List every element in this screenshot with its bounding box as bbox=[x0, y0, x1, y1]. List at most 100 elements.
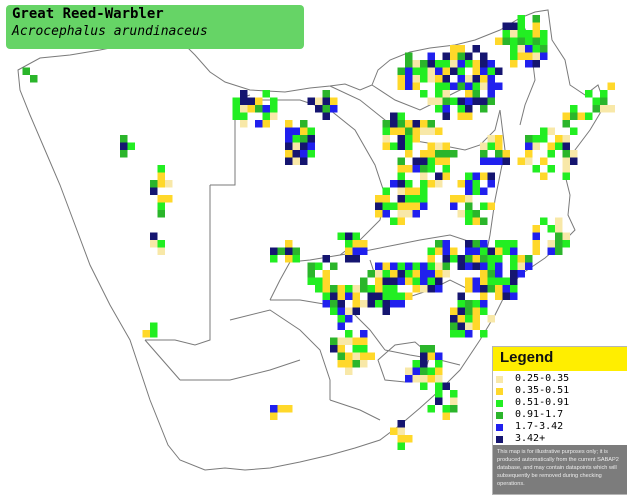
occurrence-cell bbox=[352, 232, 360, 240]
occurrence-cell bbox=[457, 315, 465, 323]
occurrence-cell bbox=[412, 262, 420, 270]
occurrence-cell bbox=[255, 105, 263, 113]
occurrence-cell bbox=[450, 195, 458, 203]
occurrence-cell bbox=[450, 202, 458, 210]
occurrence-cell bbox=[285, 150, 293, 158]
occurrence-cell bbox=[240, 120, 248, 128]
occurrence-cell bbox=[480, 330, 488, 338]
occurrence-cell bbox=[480, 262, 488, 270]
occurrence-cell bbox=[465, 300, 473, 308]
occurrence-cell bbox=[412, 127, 420, 135]
occurrence-cell bbox=[442, 112, 450, 120]
occurrence-cell bbox=[420, 360, 428, 368]
occurrence-cell bbox=[285, 240, 293, 248]
occurrence-cell bbox=[465, 255, 473, 263]
occurrence-cell bbox=[532, 60, 540, 68]
occurrence-cell bbox=[457, 262, 465, 270]
occurrence-cell bbox=[292, 247, 300, 255]
occurrence-cell bbox=[307, 97, 315, 105]
occurrence-cell bbox=[427, 120, 435, 128]
occurrence-cell bbox=[397, 67, 405, 75]
occurrence-cell bbox=[495, 240, 503, 248]
occurrence-cell bbox=[427, 127, 435, 135]
occurrence-cell bbox=[450, 97, 458, 105]
occurrence-cell bbox=[420, 120, 428, 128]
occurrence-cell bbox=[427, 352, 435, 360]
occurrence-cell bbox=[352, 247, 360, 255]
occurrence-cell bbox=[510, 285, 518, 293]
occurrence-cell bbox=[420, 187, 428, 195]
occurrence-cell bbox=[472, 75, 480, 83]
occurrence-cell bbox=[382, 210, 390, 218]
occurrence-cell bbox=[457, 322, 465, 330]
occurrence-cell bbox=[442, 90, 450, 98]
occurrence-cell bbox=[405, 292, 413, 300]
occurrence-cell bbox=[487, 270, 495, 278]
occurrence-cell bbox=[487, 135, 495, 143]
occurrence-cell bbox=[300, 127, 308, 135]
occurrence-cell bbox=[465, 90, 473, 98]
occurrence-cell bbox=[480, 255, 488, 263]
occurrence-cell bbox=[307, 135, 315, 143]
occurrence-cell bbox=[450, 307, 458, 315]
occurrence-cell bbox=[510, 60, 518, 68]
occurrence-cell bbox=[465, 247, 473, 255]
occurrence-cell bbox=[435, 67, 443, 75]
occurrence-cell bbox=[487, 67, 495, 75]
occurrence-cell bbox=[457, 82, 465, 90]
occurrence-cell bbox=[405, 52, 413, 60]
occurrence-cell bbox=[405, 195, 413, 203]
occurrence-cell bbox=[337, 337, 345, 345]
occurrence-cell bbox=[352, 337, 360, 345]
occurrence-cell bbox=[480, 97, 488, 105]
occurrence-cell bbox=[442, 150, 450, 158]
border-province-7 bbox=[144, 339, 181, 381]
occurrence-cell bbox=[427, 375, 435, 383]
occurrence-cell bbox=[315, 97, 323, 105]
occurrence-cell bbox=[555, 240, 563, 248]
occurrence-cell bbox=[397, 165, 405, 173]
occurrence-cell bbox=[480, 52, 488, 60]
occurrence-cell bbox=[22, 67, 30, 75]
occurrence-cell bbox=[390, 120, 398, 128]
occurrence-cell bbox=[607, 105, 615, 113]
legend-label: 1.7-3.42 bbox=[515, 421, 564, 432]
occurrence-cell bbox=[420, 172, 428, 180]
occurrence-cell bbox=[570, 127, 578, 135]
occurrence-cell bbox=[465, 210, 473, 218]
occurrence-cell bbox=[487, 157, 495, 165]
occurrence-cell bbox=[405, 367, 413, 375]
occurrence-cell bbox=[517, 52, 525, 60]
occurrence-cell bbox=[480, 67, 488, 75]
occurrence-cell bbox=[585, 90, 593, 98]
occurrence-cell bbox=[127, 142, 135, 150]
legend-swatch bbox=[496, 376, 503, 383]
occurrence-cell bbox=[360, 285, 368, 293]
occurrence-cell bbox=[337, 322, 345, 330]
occurrence-cell bbox=[405, 150, 413, 158]
occurrence-cell bbox=[352, 285, 360, 293]
occurrence-cell bbox=[525, 255, 533, 263]
occurrence-cell bbox=[435, 277, 443, 285]
occurrence-cell bbox=[255, 97, 263, 105]
occurrence-cell bbox=[502, 292, 510, 300]
occurrence-cell bbox=[412, 75, 420, 83]
occurrence-cell bbox=[405, 67, 413, 75]
occurrence-cell bbox=[457, 300, 465, 308]
legend-item: 0.25-0.35 bbox=[496, 373, 624, 386]
occurrence-cell bbox=[480, 157, 488, 165]
occurrence-cell bbox=[315, 262, 323, 270]
occurrence-cell bbox=[330, 262, 338, 270]
occurrence-cell bbox=[540, 37, 548, 45]
occurrence-cell bbox=[495, 255, 503, 263]
occurrence-cell bbox=[585, 112, 593, 120]
occurrence-cell bbox=[495, 270, 503, 278]
legend-item: 1.7-3.42 bbox=[496, 421, 624, 434]
occurrence-cell bbox=[562, 172, 570, 180]
occurrence-cell bbox=[487, 180, 495, 188]
occurrence-cell bbox=[450, 82, 458, 90]
occurrence-cell bbox=[435, 352, 443, 360]
occurrence-cell bbox=[547, 150, 555, 158]
occurrence-cell bbox=[315, 285, 323, 293]
occurrence-cell bbox=[502, 22, 510, 30]
